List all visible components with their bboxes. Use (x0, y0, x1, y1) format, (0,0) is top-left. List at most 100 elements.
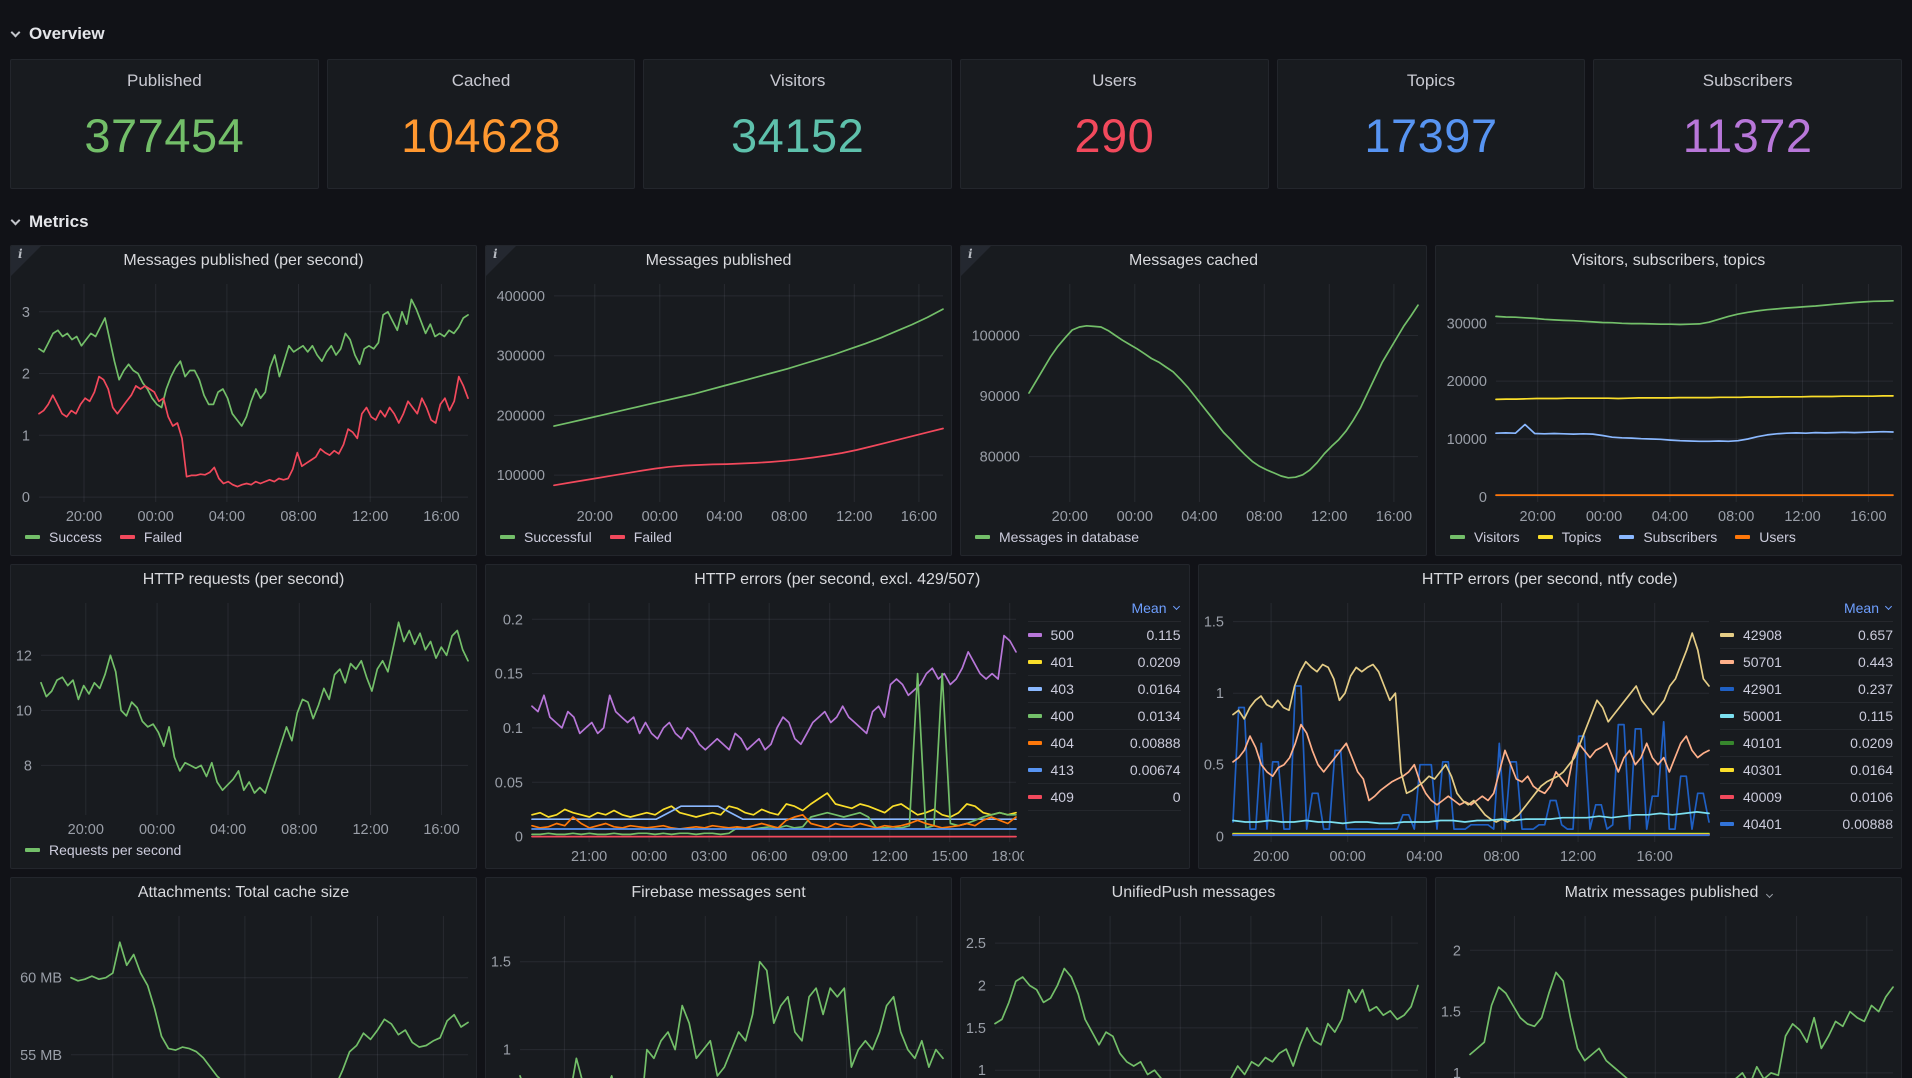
legend-mean-header[interactable]: Mean (1027, 595, 1181, 622)
stat-panel-subscribers: Subscribers 11372 (1593, 59, 1902, 189)
svg-text:12: 12 (16, 648, 32, 664)
panel-title[interactable]: UnifiedPush messages (1111, 884, 1276, 901)
legend-item[interactable]: Success (25, 529, 102, 545)
series-color-swatch (1720, 767, 1734, 773)
legend-row[interactable]: 400 0.0134 (1027, 703, 1181, 730)
legend-item[interactable]: Requests per second (25, 842, 181, 858)
svg-text:20:00: 20:00 (1252, 849, 1288, 865)
legend-item[interactable]: Successful (500, 529, 592, 545)
svg-text:00:00: 00:00 (139, 822, 175, 838)
legend-row[interactable]: 409 0 (1027, 784, 1181, 811)
svg-text:0.1: 0.1 (503, 721, 523, 737)
panel-title[interactable]: Messages published (per second) (123, 252, 364, 269)
mean-value: 0.115 (1859, 708, 1893, 724)
legend-item[interactable]: Users (1735, 529, 1796, 545)
svg-text:1: 1 (1215, 686, 1223, 702)
chart-plot: 20:00 00:00 04:00 08:00 12:00 16:00 0 0.5 1 1.5 (1199, 595, 1717, 868)
legend-row[interactable]: 50001 0.115 (1720, 703, 1893, 730)
mean-value: 0.115 (1146, 627, 1181, 643)
legend-row[interactable]: 42908 0.657 (1720, 622, 1893, 649)
series-color-swatch (1027, 659, 1042, 665)
mean-value: 0.0164 (1850, 762, 1893, 778)
legend-item[interactable]: Topics (1537, 529, 1601, 545)
legend-row[interactable]: 403 0.0164 (1027, 676, 1181, 703)
metrics-row-3: Attachments: Total cache size 20:0000:00… (10, 877, 1902, 1078)
series-color-swatch (609, 534, 625, 540)
panel-title[interactable]: HTTP errors (per second, excl. 429/507) (694, 571, 981, 588)
legend-item[interactable]: Visitors (1450, 529, 1520, 545)
stat-panel-topics: Topics 17397 (1276, 59, 1586, 189)
svg-text:16:00: 16:00 (1636, 849, 1672, 865)
panel-title[interactable]: HTTP requests (per second) (142, 571, 345, 588)
svg-text:2: 2 (1453, 943, 1461, 959)
info-corner-icon[interactable]: i (11, 246, 41, 276)
svg-text:15:00: 15:00 (932, 849, 968, 865)
svg-text:1: 1 (978, 1063, 986, 1078)
svg-text:10: 10 (16, 703, 32, 719)
stat-panel-users: Users 290 (959, 59, 1269, 189)
legend-row[interactable]: 40009 0.0106 (1720, 784, 1893, 811)
panel-title[interactable]: Attachments: Total cache size (137, 884, 350, 901)
legend-item[interactable]: Subscribers (1619, 529, 1717, 545)
legend-item[interactable]: Failed (119, 529, 182, 545)
svg-text:0.5: 0.5 (1203, 758, 1223, 774)
svg-text:20:00: 20:00 (1052, 509, 1088, 525)
svg-text:12:00: 12:00 (1311, 509, 1347, 525)
panel-attachments-cache-size: Attachments: Total cache size 20:0000:00… (10, 877, 477, 1078)
svg-text:1.5: 1.5 (1203, 615, 1223, 631)
metrics-row-2: HTTP requests (per second) 20:00 00:00 04:… (10, 564, 1902, 869)
svg-text:21:00: 21:00 (571, 849, 607, 865)
panel-title[interactable]: Visitors, subscribers, topics (1571, 252, 1766, 269)
series-color-swatch (1735, 534, 1751, 540)
mean-value: 0.00888 (1842, 816, 1893, 832)
legend-mean-header[interactable]: Mean (1720, 595, 1893, 622)
panel-messages-published-rate: i Messages published (per second) 20:00 0… (10, 245, 477, 556)
svg-text:20:00: 20:00 (68, 822, 104, 838)
stat-title: Published (126, 71, 202, 90)
legend-row[interactable]: 40401 0.00888 (1720, 811, 1893, 838)
legend-row[interactable]: 42901 0.237 (1720, 676, 1893, 703)
chart-canvas: 20:00 00:00 04:00 08:00 12:00 16:00 0 0.5 1 1.5 (1203, 603, 1710, 865)
svg-text:8: 8 (24, 758, 32, 774)
legend-item[interactable]: Failed (609, 529, 672, 545)
series-color-swatch (1720, 794, 1734, 800)
svg-text:20:00: 20:00 (577, 509, 613, 525)
panel-title[interactable]: Messages cached (1129, 252, 1258, 269)
svg-text:16:00: 16:00 (901, 509, 937, 525)
panel-title[interactable]: Firebase messages sent (631, 884, 806, 901)
section-metrics[interactable]: Metrics (10, 209, 1902, 235)
panel-title[interactable]: Matrix messages published (1436, 878, 1901, 908)
chart-canvas: 20:00 00:00 04:00 08:00 12:00 16:00 100000 2000… (497, 284, 944, 525)
series-color-swatch (1027, 632, 1042, 638)
stat-value: 104628 (401, 109, 561, 162)
section-overview[interactable]: Overview (10, 21, 1902, 47)
chevron-down-icon (1172, 602, 1180, 611)
info-corner-icon[interactable]: i (961, 246, 991, 276)
svg-text:20000: 20000 (1447, 374, 1487, 390)
chart-plot: 20:00 00:00 04:00 08:00 12:00 16:00 0 10000 2000… (1436, 276, 1901, 528)
legend-table: Mean 500 0.115 401 0.0209 403 0.0164 400 0.0134… (1024, 595, 1189, 868)
svg-text:0.15: 0.15 (495, 667, 523, 683)
chevron-down-icon (10, 215, 21, 225)
legend-row[interactable]: 404 0.00888 (1027, 730, 1181, 757)
legend-item[interactable]: Messages in database (975, 529, 1139, 545)
legend-row[interactable]: 50701 0.443 (1720, 649, 1893, 676)
stat-value: 290 (1074, 109, 1155, 162)
panel-title[interactable]: Messages published (645, 252, 792, 269)
legend-row[interactable]: 500 0.115 (1027, 622, 1181, 649)
legend-row[interactable]: 413 0.00674 (1027, 757, 1181, 784)
mean-value: 0.657 (1857, 627, 1893, 643)
series-color-swatch (25, 534, 40, 540)
panel-matrix-messages: Matrix messages published 20:0000:0004:0… (1435, 877, 1902, 1078)
panel-title[interactable]: HTTP errors (per second, ntfy code) (1421, 571, 1678, 588)
legend-row[interactable]: 40301 0.0164 (1720, 757, 1893, 784)
info-corner-icon[interactable]: i (486, 246, 516, 276)
chevron-down-icon (10, 27, 21, 37)
legend-row[interactable]: 401 0.0209 (1027, 649, 1181, 676)
stat-title: Visitors (769, 71, 826, 90)
legend-row[interactable]: 40101 0.0209 (1720, 730, 1893, 757)
